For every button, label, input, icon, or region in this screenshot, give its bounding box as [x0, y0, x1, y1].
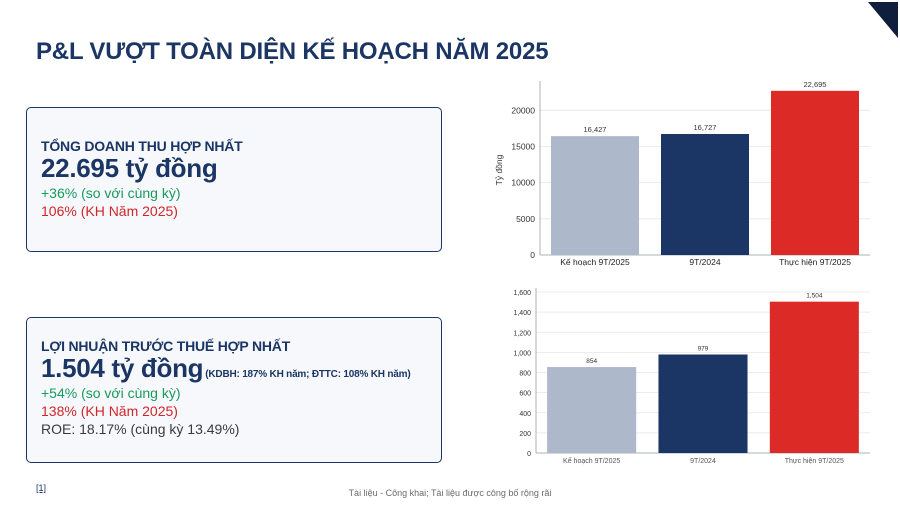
y-axis-title: Tỷ đồng [494, 154, 504, 185]
y-tick-label: 15000 [511, 141, 535, 151]
y-tick-label: 0 [527, 451, 531, 458]
bar-1 [661, 133, 749, 255]
x-tick-label: Kế hoạch 9T/2025 [563, 456, 620, 465]
revenue-label: TỔNG DOANH THU HỢP NHẤT [41, 138, 243, 154]
revenue-value: 22.695 tỷ đồng [41, 153, 218, 183]
x-tick-label: Kế hoạch 9T/2025 [560, 257, 630, 267]
bar-2 [769, 301, 859, 453]
bar-2 [771, 90, 859, 256]
y-tick-label: 800 [519, 371, 531, 378]
profit-value: 1.504 tỷ đồng [41, 353, 204, 383]
profit-plan: 138% (KH Năm 2025) [41, 403, 178, 420]
page-title: P&L VƯỢT TOÀN DIỆN KẾ HOẠCH NĂM 2025 [36, 38, 549, 65]
profit-label: LỢI NHUẬN TRƯỚC THUẾ HỢP NHẤT [41, 338, 291, 354]
bar-value-label: 854 [586, 358, 597, 365]
y-tick-label: 400 [519, 411, 531, 418]
y-tick-label: 10000 [511, 178, 535, 188]
bar-value-label: 22,695 [804, 80, 827, 89]
x-tick-label: Thực hiện 9T/2025 [779, 257, 851, 267]
profit-bar-chart: 0 200 400 600 800 1,000 1,200 1,400 1,600 854 Kế h… [513, 288, 870, 465]
y-tick-label: 1,400 [513, 310, 531, 317]
y-tick-label: 0 [530, 250, 535, 260]
revenue-bar-chart: 0 5000 10000 15000 20000 Tỷ đồng 16,427 Kế hoạc… [494, 80, 870, 267]
footer-classification: Tài liệu - Công khai; Tài liệu được công… [348, 488, 552, 498]
corner-triangle-decoration [868, 2, 898, 38]
profit-value-row: 1.504 tỷ đồng (KDBH: 187% KH năm; ĐTTC: 1… [41, 353, 427, 384]
y-tick-label: 600 [519, 391, 531, 398]
profit-roe: ROE: 18.17% (cùng kỳ 13.49%) [41, 421, 240, 438]
y-tick-label: 5000 [516, 214, 535, 224]
x-tick-label: 9T/2024 [690, 458, 716, 465]
x-tick-label: Thực hiện 9T/2025 [785, 458, 844, 465]
revenue-growth: +36% (so với cùng kỳ) [41, 184, 181, 201]
footnote-link[interactable]: [1] [36, 483, 47, 493]
profit-growth: +54% (so với cùng kỳ) [41, 384, 181, 401]
x-tick-label: 9T/2024 [689, 257, 720, 267]
bar-value-label: 16,427 [584, 125, 607, 134]
y-tick-label: 1,200 [513, 330, 531, 337]
bar-value-label: 16,727 [694, 123, 717, 132]
profit-note: (KDBH: 187% KH năm; ĐTTC: 108% KH năm) [205, 369, 411, 380]
y-tick-label: 1,000 [513, 350, 531, 357]
y-tick-label: 1,600 [513, 290, 531, 297]
y-tick-label: 20000 [511, 105, 535, 115]
bar-0 [547, 367, 637, 453]
y-tick-label: 200 [519, 431, 531, 438]
revenue-plan: 106% (KH Năm 2025) [41, 203, 178, 220]
revenue-card: TỔNG DOANH THU HỢP NHẤT 22.695 tỷ đồng +… [26, 107, 442, 252]
bar-1 [658, 354, 748, 453]
bar-0 [551, 136, 639, 255]
bar-value-label: 979 [698, 345, 709, 352]
profit-card: LỢI NHUẬN TRƯỚC THUẾ HỢP NHẤT 1.504 tỷ đ… [26, 317, 442, 463]
bar-value-label: 1,504 [806, 293, 823, 300]
